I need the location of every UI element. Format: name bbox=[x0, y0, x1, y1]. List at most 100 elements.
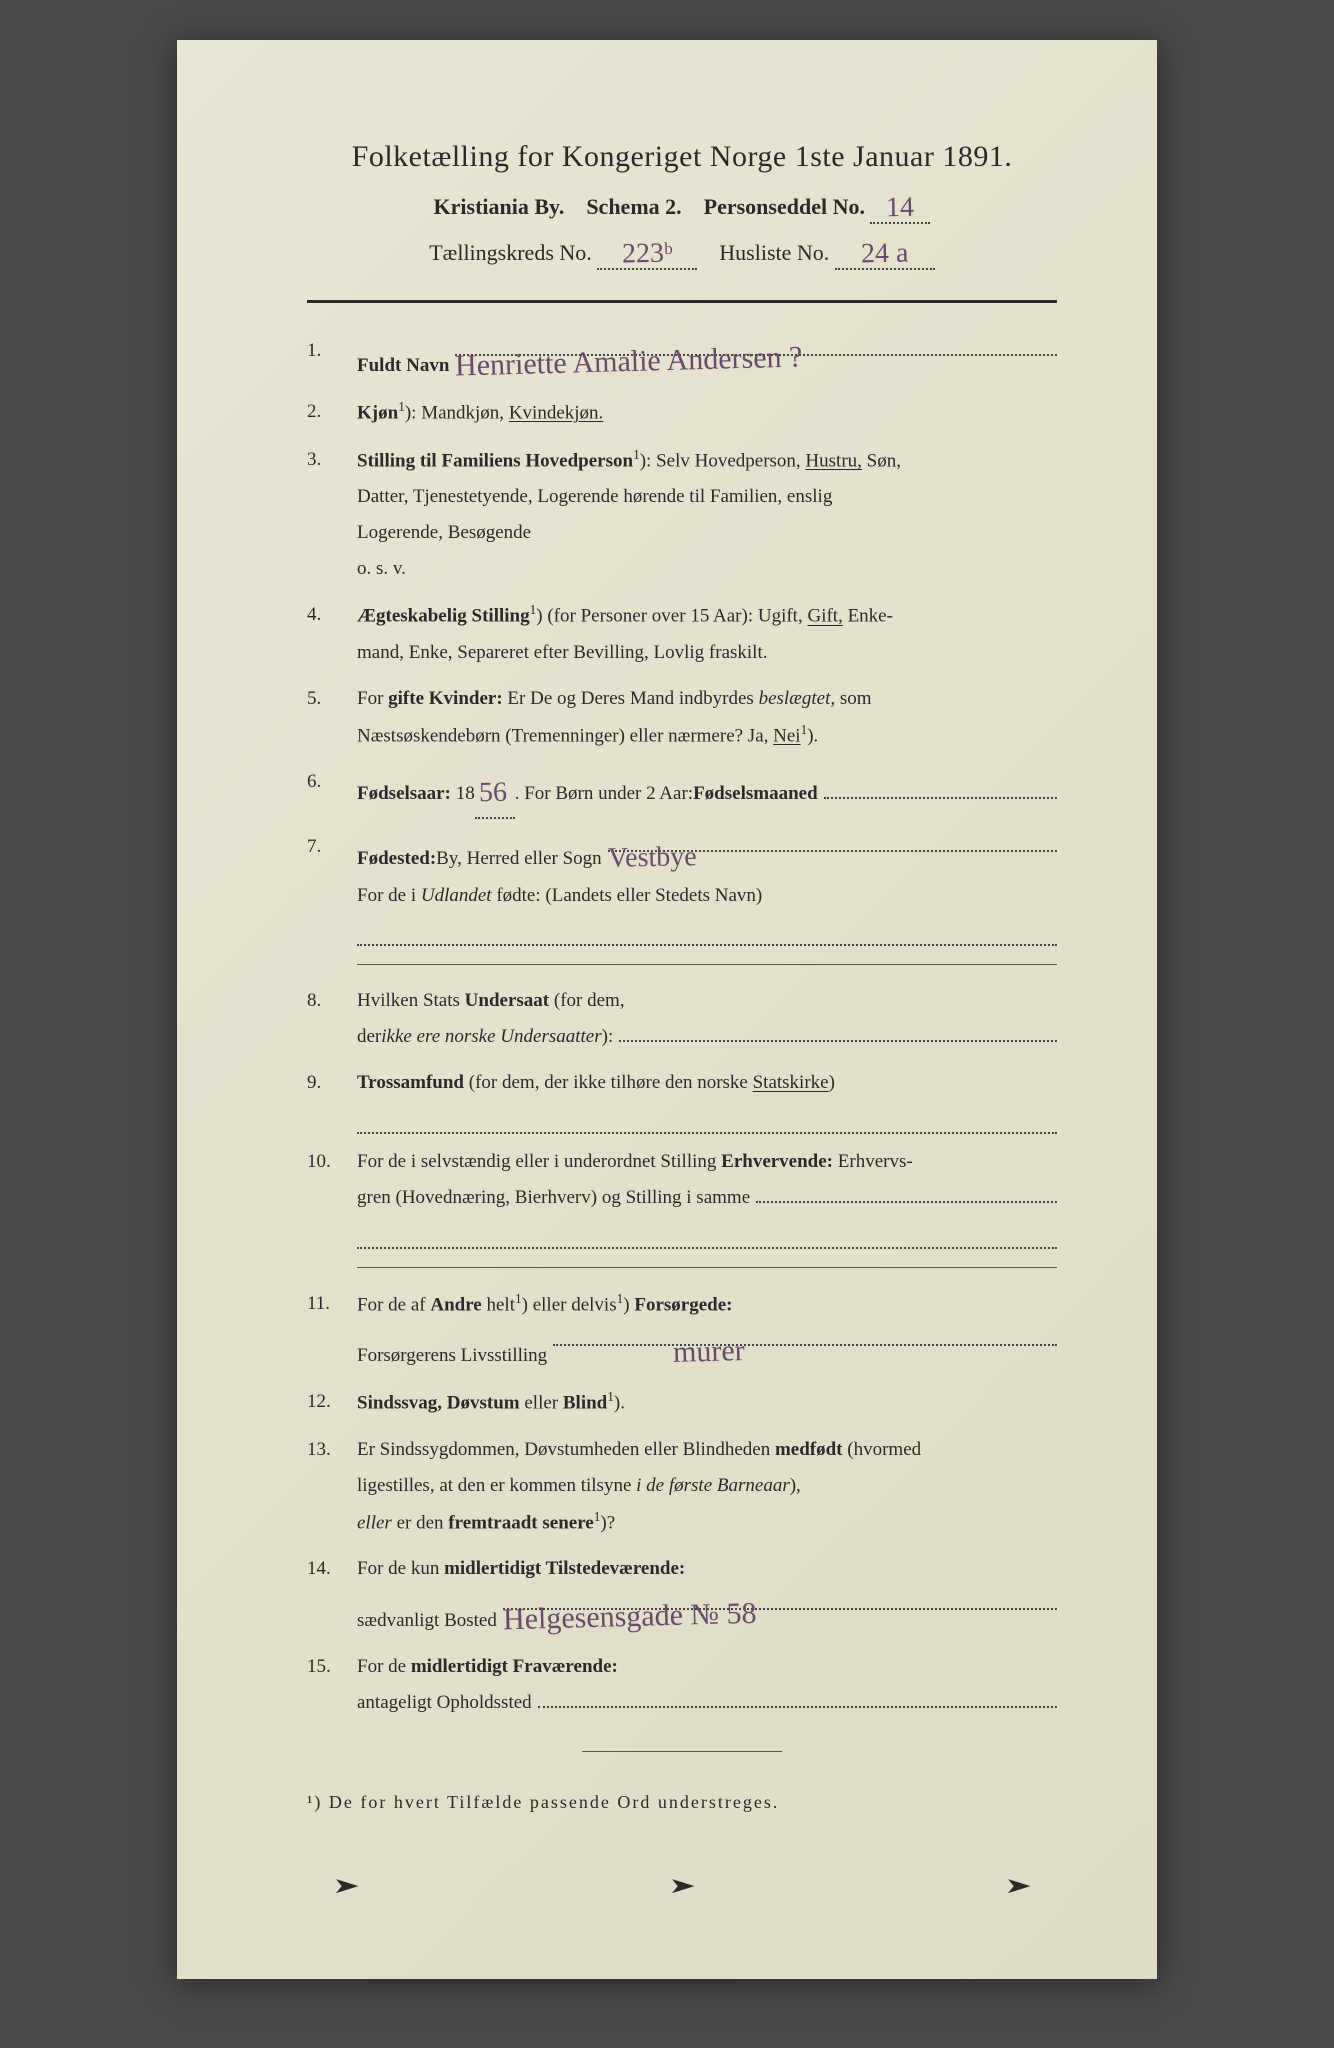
personseddel-no-field: 14 bbox=[870, 190, 930, 224]
q13-line1a: Er Sindssygdommen, Døvstumheden eller Bl… bbox=[357, 1439, 775, 1460]
section-divider-1 bbox=[357, 964, 1057, 965]
q14-value: Helgesensgade № 58 bbox=[502, 1584, 757, 1648]
footnote-divider bbox=[582, 1751, 782, 1752]
q5-nei: Nei bbox=[773, 725, 800, 746]
arrow-row: ➤ ➤ ➤ bbox=[307, 1873, 1057, 1899]
divider-rule bbox=[307, 300, 1057, 303]
schema-label: Schema 2. bbox=[586, 194, 681, 219]
q11-mid3: ) bbox=[623, 1294, 634, 1315]
q3-line4: o. s. v. bbox=[357, 558, 406, 579]
item-9: Trossamfund (for dem, der ikke tilhøre d… bbox=[307, 1065, 1057, 1134]
q6-year-prefix: 18 bbox=[456, 776, 475, 812]
q3-line2: Datter, Tjenestetyende, Logerende hørend… bbox=[357, 486, 832, 507]
q6-b2: Fødselsmaaned bbox=[693, 776, 818, 812]
q3-hustru: Hustru, bbox=[805, 450, 861, 471]
q7-line2: For de i bbox=[357, 885, 421, 906]
husliste-no-field: 24 a bbox=[835, 236, 935, 270]
q9-tail: (for dem, der ikke tilhøre den norske bbox=[464, 1072, 753, 1093]
q7-line2b: fødte: (Landets eller Stedets Navn) bbox=[492, 885, 763, 906]
q3-tail2: Søn, bbox=[862, 450, 901, 471]
q7-value: Vestbye bbox=[607, 831, 697, 886]
q6-year-field: 56 bbox=[475, 764, 515, 819]
q6-month-field bbox=[824, 776, 1057, 799]
q4-line2: mand, Enke, Separeret efter Bevilling, L… bbox=[357, 642, 768, 663]
arrow-left-icon: ➤ bbox=[332, 1873, 360, 1899]
form-list-2: Hvilken Stats Undersaat (for dem, der ik… bbox=[307, 983, 1057, 1249]
q3-sup: 1 bbox=[633, 447, 640, 462]
q11-sup1: 1 bbox=[515, 1291, 522, 1306]
item-5: For gifte Kvinder: Er De og Deres Mand i… bbox=[307, 681, 1057, 755]
item-7: Fødested: By, Herred eller Sogn Vestbye … bbox=[307, 829, 1057, 946]
q10-pre: For de i selvstændig eller i underordnet… bbox=[357, 1151, 721, 1172]
q5-pre: For bbox=[357, 688, 388, 709]
item-3: Stilling til Familiens Hovedperson1): Se… bbox=[307, 442, 1057, 588]
q11-line2: Forsørgerens Livsstilling bbox=[357, 1338, 547, 1374]
q10-field bbox=[756, 1180, 1057, 1203]
item-11: For de af Andre helt1) eller delvis1) Fo… bbox=[307, 1286, 1057, 1375]
q8-field bbox=[619, 1020, 1057, 1043]
q5-tail2: som bbox=[835, 688, 871, 709]
q14-line2: sædvanligt Bosted bbox=[357, 1603, 497, 1639]
item-12: Sindssvag, Døvstum eller Blind1). bbox=[307, 1384, 1057, 1421]
q2-opt-a: Mandkjøn, bbox=[421, 402, 504, 423]
q10-line2: gren (Hovednæring, Bierhverv) og Stillin… bbox=[357, 1180, 750, 1216]
section-divider-2 bbox=[357, 1267, 1057, 1268]
q11-field: murer bbox=[553, 1323, 1057, 1346]
q10-b1: Erhvervende: bbox=[721, 1151, 833, 1172]
q9-b1: Trossamfund bbox=[357, 1072, 464, 1093]
item-14: For de kun midlertidigt Tilstedeværende:… bbox=[307, 1551, 1057, 1638]
husliste-label: Husliste No. bbox=[719, 240, 829, 265]
q12-b2: Blind bbox=[563, 1393, 607, 1414]
census-form-page: Folketælling for Kongeriget Norge 1ste J… bbox=[177, 40, 1157, 1979]
q2-sup: 1 bbox=[398, 399, 405, 414]
q11-mid2: ) eller delvis bbox=[522, 1294, 617, 1315]
q15-pre: For de bbox=[357, 1656, 411, 1677]
q13-b1: medfødt bbox=[775, 1439, 843, 1460]
q13-b2: fremtraadt senere bbox=[448, 1512, 593, 1533]
q13-line3c: )? bbox=[600, 1512, 615, 1533]
q15-b1: midlertidigt Fraværende: bbox=[411, 1656, 618, 1677]
q11-b1: Andre bbox=[430, 1294, 481, 1315]
q8-line2b: ): bbox=[602, 1019, 614, 1055]
q15-line2: antageligt Opholdssted bbox=[357, 1685, 532, 1721]
q1-field: Henriette Amalie Andersen ? bbox=[455, 333, 1057, 356]
q6-label: Fødselsaar: bbox=[357, 776, 451, 812]
q5-b1: gifte Kvinder: bbox=[388, 688, 503, 709]
q10-blank-line bbox=[357, 1222, 1057, 1249]
q3-tail: ): Selv Hovedperson, bbox=[640, 450, 806, 471]
q8-b1: Undersaat bbox=[465, 990, 549, 1011]
form-list: Fuldt Navn Henriette Amalie Andersen ? K… bbox=[307, 333, 1057, 946]
item-4: Ægteskabelig Stilling1) (for Personer ov… bbox=[307, 597, 1057, 671]
q11-value: murer bbox=[672, 1322, 745, 1381]
q9-u1: Statskirke bbox=[753, 1072, 829, 1093]
q13-line3b: er den bbox=[392, 1512, 448, 1533]
q10-tail: Erhvervs- bbox=[833, 1151, 913, 1172]
page-title: Folketælling for Kongeriget Norge 1ste J… bbox=[307, 140, 1057, 174]
q7-label: Fødested: bbox=[357, 841, 436, 877]
q6-tail: . For Børn under 2 Aar: bbox=[515, 776, 693, 812]
footnote: ¹) De for hvert Tilfælde passende Ord un… bbox=[307, 1792, 1057, 1813]
q7-blank-line bbox=[357, 920, 1057, 947]
q8-line2: der bbox=[357, 1019, 381, 1055]
item-6: Fødselsaar: 1856 . For Børn under 2 Aar:… bbox=[307, 764, 1057, 819]
q14-field: Helgesensgade № 58 bbox=[503, 1588, 1057, 1611]
q9-blank-line bbox=[357, 1108, 1057, 1135]
q7-field: Vestbye bbox=[608, 829, 1057, 852]
q13-i1: i de første Barneaar bbox=[636, 1475, 790, 1496]
q5-tail3: ). bbox=[807, 725, 818, 746]
subtitle-line2: Tællingskreds No. 223ᵇ Husliste No. 24 a bbox=[307, 236, 1057, 270]
q7-i1: Udlandet bbox=[421, 885, 492, 906]
q3-line3: Logerende, Besøgende bbox=[357, 522, 531, 543]
personseddel-no-value: 14 bbox=[886, 192, 915, 224]
q11-b2: Forsørgede: bbox=[634, 1294, 732, 1315]
city-label: Kristiania By. bbox=[434, 194, 565, 219]
kreds-no-field: 223ᵇ bbox=[597, 236, 697, 270]
q12-b1: Sindssvag, Døvstum bbox=[357, 1393, 520, 1414]
q13-line1b: (hvormed bbox=[843, 1439, 922, 1460]
arrow-mid-icon: ➤ bbox=[668, 1873, 696, 1899]
q5-tail: Er De og Deres Mand indbyrdes bbox=[503, 688, 759, 709]
q13-line3a: eller bbox=[357, 1512, 392, 1533]
item-15: For de midlertidigt Fraværende: antageli… bbox=[307, 1649, 1057, 1721]
q11-mid: helt bbox=[482, 1294, 515, 1315]
q12-tail: ). bbox=[614, 1393, 625, 1414]
